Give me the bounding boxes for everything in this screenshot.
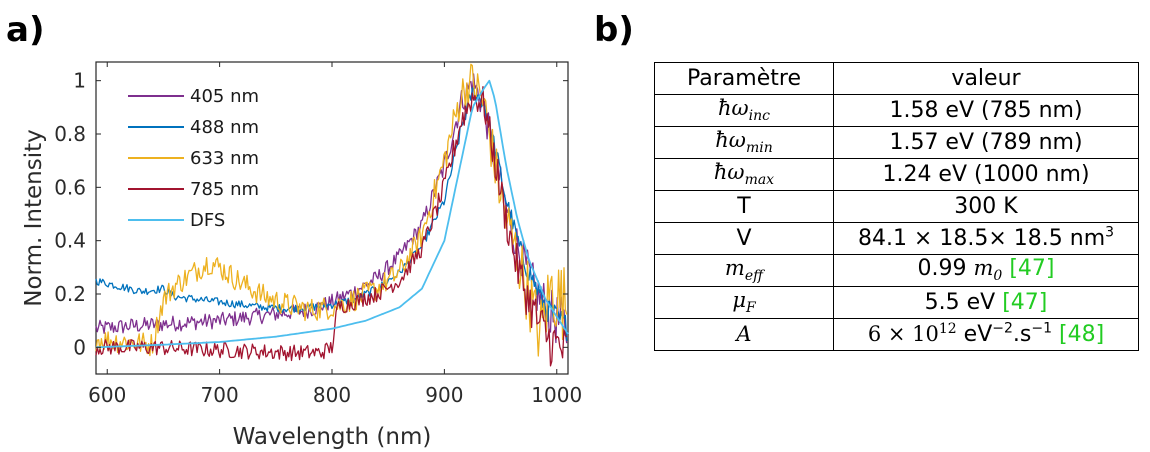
header-param: Paramètre xyxy=(654,62,834,95)
param-cell: T xyxy=(654,190,834,223)
y-axis-title: Norm. Intensity xyxy=(21,129,47,306)
param-subscript: inc xyxy=(748,108,770,125)
param-subscript: eff xyxy=(744,268,764,285)
table-row: A 6 × 1012 eV−2.s−1 [48] xyxy=(654,318,1139,351)
x-tick-label: 600 xyxy=(88,383,126,407)
param-symbol: ħω xyxy=(718,96,749,121)
header-value: valeur xyxy=(833,62,1139,95)
param-subscript: F xyxy=(745,300,756,317)
param-symbol: ħω xyxy=(713,160,745,185)
param-symbol: μ xyxy=(732,288,746,313)
value-math-text: 6 × 10 xyxy=(867,322,939,346)
table-row: ħωmin 1.57 eV (789 nm) xyxy=(654,126,1139,159)
value-math-superscript: 12 xyxy=(938,321,957,337)
series-layer xyxy=(95,63,569,367)
param-cell: ħωmin xyxy=(654,126,834,159)
legend-label: 488 nm xyxy=(190,117,259,138)
value-cell: 1.58 eV (785 nm) xyxy=(833,94,1139,127)
y-tick-label: 0.6 xyxy=(54,175,86,199)
table-row: ħωinc 1.58 eV (785 nm) xyxy=(654,94,1139,127)
param-symbol: m xyxy=(724,256,745,281)
param-cell: μF xyxy=(654,286,834,319)
panel-b-label: b) xyxy=(594,10,634,50)
x-axis-title: Wavelength (nm) xyxy=(233,424,432,450)
value-text: 0.99 xyxy=(917,256,974,282)
parameter-table: Paramètre valeur ħωinc 1.58 eV (785 nm) … xyxy=(654,62,1139,351)
value-cell: 1.57 eV (789 nm) xyxy=(833,126,1139,159)
citation-link[interactable]: [48] xyxy=(1059,322,1105,347)
emission-spectrum-chart: 600 700 800 900 1000 0 0.2 0.4 0.6 0.8 1 405 nm 488… xyxy=(21,61,582,450)
citation-link[interactable]: [47] xyxy=(1002,290,1048,315)
value-cell: 6 × 1012 eV−2.s−1 [48] xyxy=(833,318,1139,351)
table-row: V 84.1 × 18.5× 18.5 nm3 xyxy=(654,222,1139,255)
series-line-785-nm xyxy=(95,85,568,367)
y-tick-label: 1 xyxy=(73,69,86,93)
panel-a-label: a) xyxy=(6,10,45,50)
param-subscript: min xyxy=(745,140,773,157)
legend-label: 785 nm xyxy=(190,179,259,200)
value-math-symbol: m xyxy=(973,256,994,281)
param-symbol: A xyxy=(736,322,752,346)
y-tick-label: 0.4 xyxy=(54,229,86,253)
x-tick-label: 1000 xyxy=(531,383,582,407)
value-unit-superscript: −2 xyxy=(992,320,1013,337)
value-cell: 84.1 × 18.5× 18.5 nm3 xyxy=(833,222,1139,255)
table-row: ħωmax 1.24 eV (1000 nm) xyxy=(654,158,1139,191)
value-text: 84.1 × 18.5× 18.5 nm xyxy=(857,226,1106,251)
value-unit: eV xyxy=(956,322,993,347)
series-line-405-nm xyxy=(95,73,568,344)
y-tick-label: 0.2 xyxy=(54,282,86,306)
param-subscript: max xyxy=(744,172,775,189)
value-unit2: .s xyxy=(1012,322,1032,347)
param-cell: ħωmax xyxy=(654,158,834,191)
value-unit2-superscript: −1 xyxy=(1031,320,1052,337)
value-cell: 5.5 eV [47] xyxy=(833,286,1139,319)
value-cell: 0.99 m0 [47] xyxy=(833,254,1139,287)
table-row: T 300 K xyxy=(654,190,1139,223)
param-symbol: ħω xyxy=(715,128,746,153)
tick-layer: 600 700 800 900 1000 0 0.2 0.4 0.6 0.8 1 xyxy=(54,62,582,407)
x-tick-label: 900 xyxy=(425,383,463,407)
x-tick-label: 700 xyxy=(201,383,239,407)
y-tick-label: 0 xyxy=(73,335,86,359)
plot-area xyxy=(95,61,569,375)
legend-label: 405 nm xyxy=(190,86,259,107)
param-cell: V xyxy=(654,222,834,255)
param-cell: A xyxy=(654,318,834,351)
value-text: 5.5 eV xyxy=(924,290,1003,315)
citation-link[interactable]: [47] xyxy=(1009,256,1055,282)
value-cell: 300 K xyxy=(833,190,1139,223)
value-superscript: 3 xyxy=(1105,224,1115,241)
legend-label: DFS xyxy=(190,210,225,231)
value-math-subscript: 0 xyxy=(993,268,1003,285)
y-tick-label: 0.8 xyxy=(54,122,86,146)
table-row: μF 5.5 eV [47] xyxy=(654,286,1139,319)
param-cell: ħωinc xyxy=(654,94,834,127)
value-cell: 1.24 eV (1000 nm) xyxy=(833,158,1139,191)
table-header-row: Paramètre valeur xyxy=(654,62,1139,95)
param-cell: meff xyxy=(654,254,834,287)
x-tick-label: 800 xyxy=(313,383,351,407)
table-row: meff 0.99 m0 [47] xyxy=(654,254,1139,287)
series-line-dfs xyxy=(95,79,569,349)
legend-label: 633 nm xyxy=(190,148,259,169)
chart-legend: 405 nm 488 nm 633 nm 785 nm DFS xyxy=(128,86,259,231)
